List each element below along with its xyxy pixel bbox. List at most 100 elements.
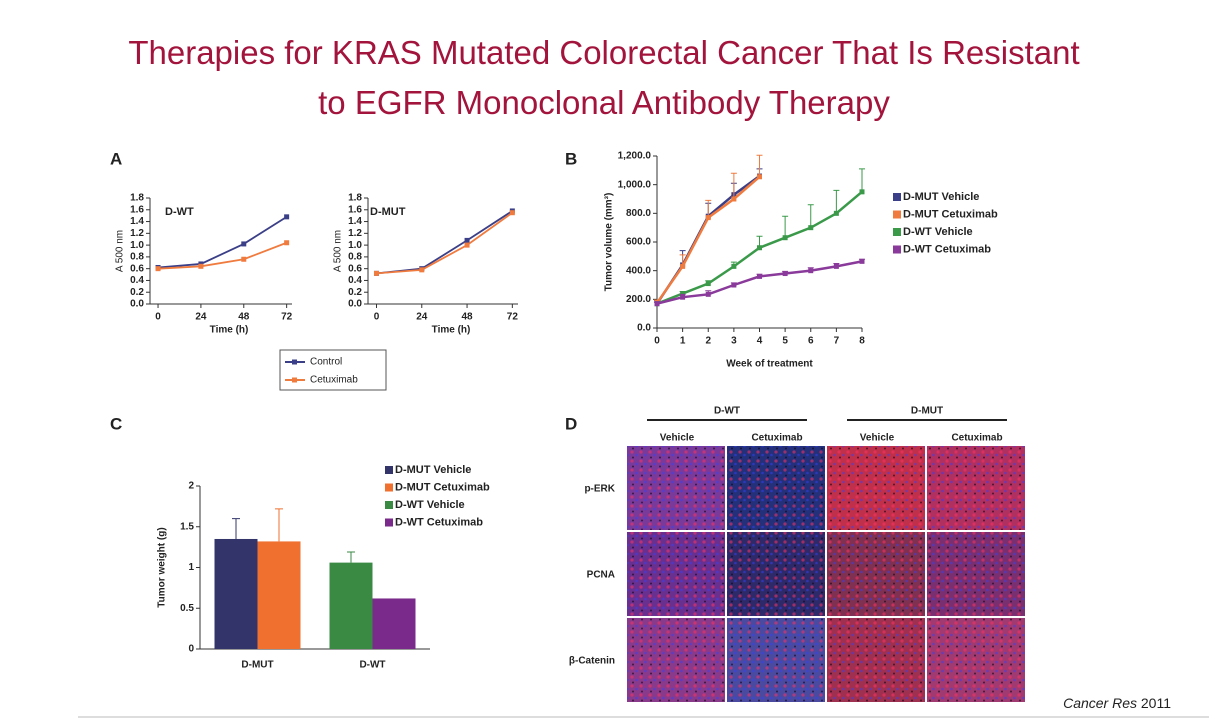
x-tick-label: 24	[416, 312, 428, 323]
x-tick-label: 5	[782, 336, 788, 347]
x-tick-label: 0	[654, 336, 660, 347]
micrograph-texture	[827, 618, 925, 702]
y-tick-label: 1.5	[180, 521, 194, 532]
column-label: Cetuximab	[951, 433, 1002, 444]
journal: Cancer Res	[1063, 695, 1137, 711]
point	[241, 256, 247, 262]
y-tick-label: 1,000.0	[618, 179, 652, 190]
point	[654, 301, 660, 307]
y-tick-label: 0.8	[130, 252, 144, 263]
point	[782, 235, 788, 241]
legend-swatch	[385, 501, 393, 509]
x-tick-label: 48	[238, 312, 250, 323]
legend-swatch	[893, 245, 901, 254]
y-tick-label: 1.4	[348, 216, 362, 227]
y-tick-label: 1.2	[130, 228, 144, 239]
column-label: Vehicle	[660, 433, 695, 444]
bar	[372, 598, 416, 649]
point	[833, 263, 839, 269]
point	[782, 271, 788, 277]
legend-label: D-MUT Cetuximab	[395, 481, 490, 493]
x-axis-label: Week of treatment	[726, 359, 813, 370]
x-tick-label: 1	[680, 336, 686, 347]
y-tick-label: 1	[188, 562, 194, 573]
image-panel: D-WT D-MUT Vehicle Cetuximab Vehicle Cetuxima…	[569, 406, 1025, 702]
group-label: D-MUT	[911, 406, 943, 417]
panel-label: B	[565, 149, 577, 168]
legend-swatch	[893, 210, 901, 219]
y-tick-label: 0.5	[180, 603, 194, 614]
point	[731, 263, 737, 269]
y-tick-label: 200.0	[626, 294, 651, 305]
y-axis-label: Tumor weight (g)	[157, 527, 168, 607]
legend-swatch	[385, 518, 393, 527]
point	[705, 291, 711, 297]
row-label: β-Catenin	[569, 656, 615, 667]
point	[373, 270, 379, 276]
point	[198, 263, 204, 269]
x-tick-label: 72	[507, 312, 519, 323]
legend-swatch	[893, 193, 901, 201]
micrograph-texture	[927, 446, 1025, 530]
y-tick-label: 0.0	[348, 299, 362, 310]
series-line	[376, 211, 513, 275]
error-bar	[232, 518, 240, 539]
legend-label: Control	[310, 357, 342, 368]
y-tick-label: 1.0	[130, 240, 144, 251]
micrograph-texture	[927, 532, 1025, 616]
micrograph-texture	[827, 532, 925, 616]
x-axis-label: Time (h)	[432, 325, 471, 336]
point	[705, 281, 711, 287]
y-tick-label: 1.8	[348, 193, 362, 204]
error-bar	[756, 154, 763, 177]
y-axis-label: Tumor volume (mm³)	[604, 193, 615, 292]
y-tick-label: 800.0	[626, 208, 651, 219]
legend-swatch	[292, 377, 297, 383]
y-tick-label: 0.0	[130, 299, 144, 310]
error-bar	[730, 172, 737, 199]
point	[705, 215, 711, 221]
y-tick-label: 0.4	[348, 275, 362, 286]
panel-label: A	[110, 149, 122, 168]
point	[808, 268, 814, 274]
point	[808, 225, 814, 231]
point	[284, 240, 290, 246]
legend-label: D-MUT Cetuximab	[903, 208, 998, 220]
point	[757, 245, 762, 251]
panel-label: D	[565, 414, 577, 433]
error-bar	[275, 508, 283, 542]
y-tick-label: 1.4	[130, 216, 144, 227]
point	[680, 263, 686, 269]
point	[464, 242, 470, 248]
point	[284, 214, 290, 220]
column-label: Vehicle	[860, 433, 895, 444]
x-tick-label: D-WT	[359, 660, 385, 671]
point	[757, 273, 762, 279]
series-line	[376, 210, 513, 275]
panel-label: C	[110, 414, 122, 433]
point	[731, 282, 737, 288]
error-bar	[782, 215, 789, 238]
y-tick-label: 1.6	[348, 204, 362, 215]
point	[757, 174, 762, 180]
bar	[214, 538, 258, 649]
y-tick-label: 2	[188, 481, 194, 492]
y-tick-label: 1.6	[130, 204, 144, 215]
legend-label: Cetuximab	[310, 375, 358, 386]
legend-box	[279, 349, 387, 391]
micrograph-texture	[727, 446, 825, 530]
y-tick-label: 0.6	[348, 263, 362, 274]
y-tick-label: 0.2	[130, 287, 144, 298]
x-tick-label: 3	[731, 336, 737, 347]
legend-label: D-MUT Vehicle	[903, 191, 979, 203]
bar	[329, 562, 373, 649]
point	[859, 189, 865, 195]
point	[731, 196, 737, 202]
group-label: D-WT	[714, 406, 740, 417]
micrograph-texture	[927, 618, 1025, 702]
x-tick-label: D-MUT	[241, 660, 273, 671]
x-tick-label: 8	[859, 336, 865, 347]
legend-label: D-WT Cetuximab	[903, 243, 991, 255]
x-tick-label: 4	[757, 336, 763, 347]
